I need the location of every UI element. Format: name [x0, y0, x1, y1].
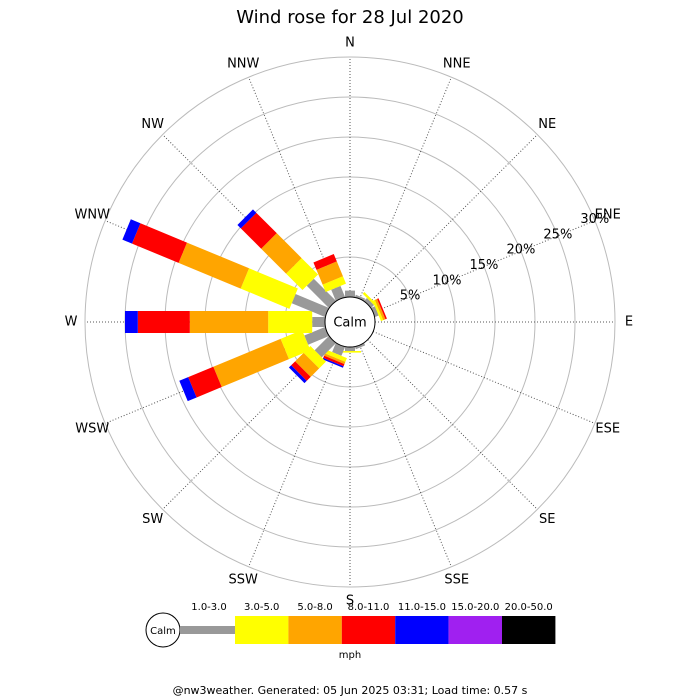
radial-tick-label: 25%	[543, 227, 572, 242]
legend-swatch	[341, 616, 396, 644]
bar-segment	[324, 353, 346, 365]
labels: N NNE NE ENE E ESE SE SSE S SSW SW WSW W WNW NW NNW 5% 10…	[65, 36, 634, 609]
direction-label: NW	[141, 117, 164, 132]
bar-segment	[354, 343, 366, 350]
bar-segment	[364, 297, 375, 308]
bar-segment	[345, 347, 355, 351]
bar-segment	[295, 352, 320, 377]
bar-segment	[331, 285, 346, 301]
legend-label: 20.0-50.0	[505, 602, 553, 613]
bar-segment	[313, 254, 337, 270]
direction-label: WNW	[75, 208, 111, 223]
bar-segment	[339, 351, 361, 353]
direction-label: SE	[539, 512, 555, 527]
direction-label: N	[345, 36, 355, 51]
direction-label: WSW	[75, 421, 109, 436]
radial-tick-label: 15%	[470, 258, 499, 273]
legend-label: 5.0-8.0	[297, 602, 332, 613]
bar-segment	[137, 311, 190, 333]
bar-segment	[304, 326, 329, 345]
direction-label: W	[65, 315, 78, 330]
bar-segment	[268, 311, 313, 333]
bar-segment	[322, 276, 347, 293]
bar-segment	[316, 261, 343, 285]
direction-label: SW	[142, 512, 163, 527]
direction-label: SSW	[229, 572, 259, 587]
bar-segment	[323, 355, 345, 367]
chart-title: Wind rose for 28 Jul 2020	[236, 7, 464, 28]
direction-label: ESE	[595, 421, 620, 436]
calm-circle	[324, 296, 376, 348]
radial-tick-label: 5%	[400, 289, 421, 304]
direction-label: NNW	[227, 57, 259, 72]
bar-segment	[377, 298, 387, 320]
spoke	[367, 339, 538, 510]
legend-label: 8.0-11.0	[348, 602, 390, 613]
bar-segment	[125, 311, 138, 333]
legend-label: 3.0-5.0	[244, 602, 279, 613]
bar-segment	[371, 306, 379, 318]
bars	[122, 209, 387, 402]
bar-segment	[240, 268, 298, 309]
bar-segment	[314, 336, 336, 358]
direction-label: E	[625, 315, 633, 330]
footer: @nw3weather. Generated: 05 Jun 2025 03:3…	[173, 684, 528, 697]
legend-calm-label: Calm	[150, 626, 176, 637]
bar-segment	[286, 258, 319, 291]
direction-label: NE	[538, 117, 556, 132]
legend-swatch	[288, 616, 342, 644]
bar-segment	[132, 223, 187, 263]
spoke	[367, 134, 538, 305]
bar-segment	[213, 338, 289, 388]
bar-segment	[122, 219, 141, 244]
bar-segment	[178, 242, 250, 289]
grid-ring	[84, 56, 616, 588]
bar-segment	[188, 366, 222, 398]
direction-label: NNE	[443, 57, 471, 72]
bar-segment	[312, 317, 326, 327]
legend: Calm 1.0-3.0 3.0-5.0 5.0-8.0 8.0-11.0 11.0-15…	[145, 602, 556, 661]
radial-tick-label: 10%	[433, 273, 462, 288]
spoke	[359, 344, 452, 568]
bar-segment	[179, 377, 197, 402]
bar-segment	[374, 298, 386, 321]
legend-swatch	[395, 616, 449, 644]
bar-segment	[261, 233, 302, 274]
bar-segment	[240, 212, 277, 249]
bar-segment	[237, 209, 257, 229]
calm-label: Calm	[333, 316, 366, 331]
legend-swatch	[180, 626, 235, 634]
bar-segment	[325, 349, 347, 362]
radial-tick-label: 20%	[506, 243, 535, 258]
bar-segment	[291, 294, 329, 318]
legend-swatch	[235, 616, 289, 644]
legend-label: 11.0-15.0	[398, 602, 446, 613]
spoke	[248, 344, 341, 568]
spoke	[372, 331, 596, 424]
bar-segment	[189, 311, 269, 333]
legend-swatch	[448, 616, 502, 644]
bar-segment	[288, 365, 307, 384]
bar-segment	[291, 361, 311, 381]
bar-segment	[332, 343, 346, 356]
spoke	[359, 76, 452, 300]
legend-label: 1.0-3.0	[191, 602, 226, 613]
direction-label: ENE	[595, 208, 621, 223]
bar-segment	[322, 357, 344, 368]
radial-tick-label: 30%	[580, 212, 609, 227]
spoke	[372, 220, 596, 313]
bar-segment	[303, 346, 326, 369]
bar-segment	[280, 329, 311, 360]
legend-label: 15.0-20.0	[451, 602, 499, 613]
legend-swatch	[502, 616, 556, 644]
bar-segment	[345, 290, 355, 297]
bar-segment	[354, 294, 366, 301]
direction-label: S	[346, 594, 354, 609]
bar-segment	[372, 299, 384, 322]
bar-segment	[306, 278, 336, 308]
legend-unit: mph	[339, 650, 361, 661]
direction-label: SSE	[444, 572, 469, 587]
